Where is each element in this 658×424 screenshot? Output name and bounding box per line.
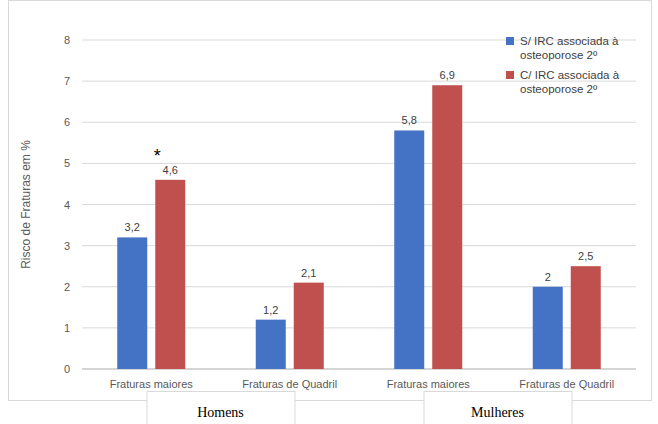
data-label: 1,2: [263, 304, 278, 316]
bar: [294, 283, 324, 369]
bar: [117, 237, 147, 369]
frame: [9, 1, 652, 401]
bar: [432, 85, 462, 369]
bar: [571, 266, 601, 369]
y-tick-label: 2: [64, 281, 70, 293]
bar: [155, 180, 185, 369]
y-tick-label: 4: [64, 199, 70, 211]
grid-line: [82, 122, 636, 123]
data-label: 3,2: [125, 221, 140, 233]
data-label: 6,9: [440, 69, 455, 81]
legend-swatch: [506, 37, 514, 45]
legend-item: S/ IRC associada à osteoporose 2º: [506, 34, 652, 62]
bar: [394, 130, 424, 369]
x-tick-label: Fraturas de Quadril: [242, 378, 337, 390]
bars: [117, 85, 601, 369]
annotation: *: [154, 146, 161, 166]
y-axis-label: Risco de Fraturas em %: [19, 140, 33, 269]
y-tick-label: 5: [64, 157, 70, 169]
data-label: 2: [545, 271, 551, 283]
data-label: 5,8: [402, 114, 417, 126]
y-tick-label: 1: [64, 322, 70, 334]
x-tick-label: Fraturas maiores: [110, 378, 194, 390]
data-label: 2,5: [578, 250, 593, 262]
group-label: Mulheres: [471, 405, 524, 420]
chart: 0 1 2 3 4 5 6 7 8 Risco de Fraturas em % 3,2 1,2 5,8…: [0, 0, 658, 424]
group-box: [424, 392, 572, 424]
group-label: Homens: [197, 405, 244, 420]
y-tick-label: 6: [64, 116, 70, 128]
x-tick-label: Fraturas maiores: [387, 378, 471, 390]
y-tick-label: 0: [64, 363, 70, 375]
legend-label: C/ IRC associada à osteoporose 2º: [520, 69, 619, 95]
legend-label: S/ IRC associada à osteoporose 2º: [520, 35, 618, 61]
y-tick-label: 7: [64, 75, 70, 87]
data-label: 2,1: [301, 267, 316, 279]
legend-item: C/ IRC associada à osteoporose 2º: [506, 68, 652, 96]
legend: S/ IRC associada à osteoporose 2º C/ IRC …: [506, 34, 652, 102]
y-tick-label: 8: [64, 34, 70, 46]
legend-swatch: [506, 71, 514, 79]
data-label: 4,6: [163, 164, 178, 176]
x-tick-label: Fraturas de Quadril: [519, 378, 614, 390]
y-tick-label: 3: [64, 240, 70, 252]
bar: [533, 287, 563, 369]
bar: [256, 320, 286, 369]
group-box: [147, 392, 295, 424]
